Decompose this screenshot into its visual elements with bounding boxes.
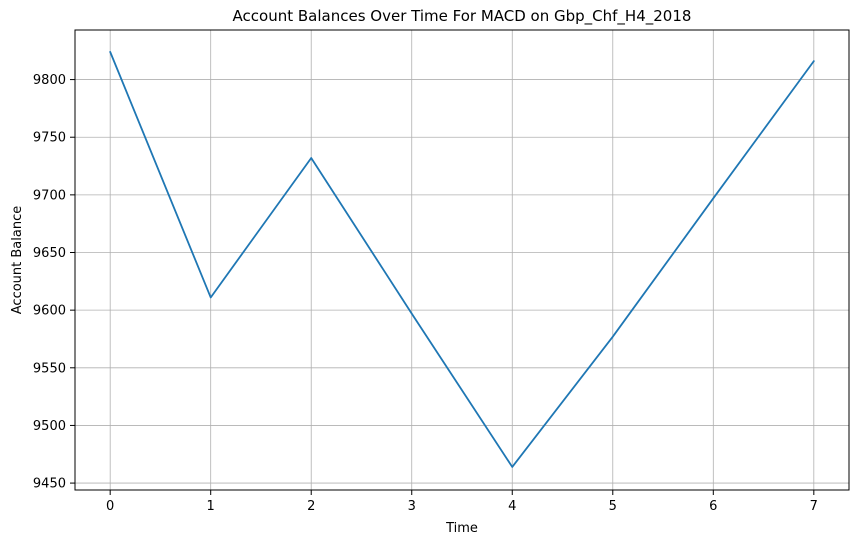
- y-tick-label: 9600: [33, 304, 66, 319]
- x-tick-label: 7: [810, 499, 818, 514]
- x-tick-label: 1: [207, 499, 215, 514]
- x-axis-label: Time: [445, 521, 478, 536]
- grid: [75, 30, 849, 490]
- y-tick-label: 9750: [33, 131, 66, 146]
- y-tick-label: 9500: [33, 419, 66, 434]
- x-tick-label: 4: [508, 499, 516, 514]
- y-tick-label: 9700: [33, 188, 66, 203]
- chart-title: Account Balances Over Time For MACD on G…: [233, 7, 692, 26]
- y-axis-ticks: 9450 9500 9550 9600 9650 9700 9750 9800: [33, 73, 75, 492]
- y-tick-label: 9650: [33, 246, 66, 261]
- series-layer: [109, 51, 815, 468]
- y-tick-label: 9800: [33, 73, 66, 88]
- x-axis-ticks: 0 1 2 3 4 5 6 7: [106, 490, 818, 514]
- y-tick-label: 9550: [33, 361, 66, 376]
- y-axis-label: Account Balance: [10, 206, 25, 314]
- x-tick-label: 3: [408, 499, 416, 514]
- series-line: [109, 51, 815, 468]
- x-tick-label: 0: [106, 499, 114, 514]
- plot-frame: [74, 29, 850, 491]
- y-tick-label: 9450: [33, 477, 66, 492]
- x-tick-label: 5: [609, 499, 617, 514]
- x-tick-label: 2: [307, 499, 315, 514]
- x-tick-label: 6: [709, 499, 717, 514]
